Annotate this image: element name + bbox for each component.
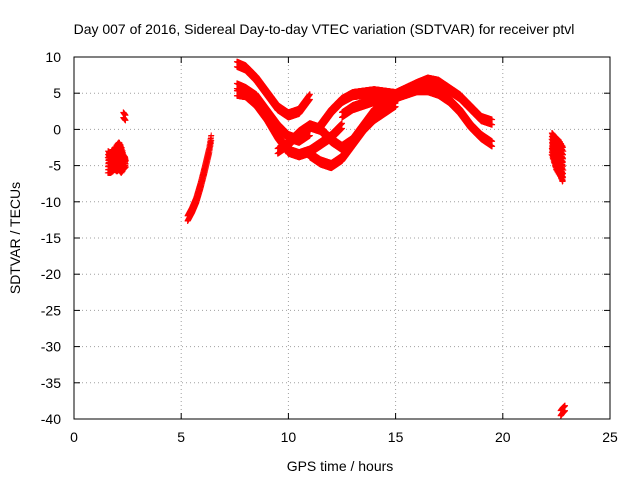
x-tick-label: 10 xyxy=(281,429,297,445)
data-points xyxy=(104,58,568,419)
x-tick-label: 0 xyxy=(70,429,78,445)
data-point xyxy=(306,91,313,98)
y-tick-label: -40 xyxy=(41,411,61,427)
y-tick-label: -5 xyxy=(49,158,62,174)
chart-title: Day 007 of 2016, Sidereal Day-to-day VTE… xyxy=(74,21,575,37)
y-tick-label: -35 xyxy=(41,375,61,391)
x-tick-label: 15 xyxy=(388,429,404,445)
y-tick-label: -10 xyxy=(41,194,61,210)
y-tick-label: 0 xyxy=(53,121,61,137)
y-tick-label: -30 xyxy=(41,339,61,355)
data-point xyxy=(208,137,215,144)
y-tick-label: 10 xyxy=(45,49,61,65)
y-axis-ticks: 10 5 0 -5 -10 -15 -20 -25 -30 -35 -40 xyxy=(41,49,610,427)
x-tick-label: 25 xyxy=(602,429,618,445)
y-tick-label: -20 xyxy=(41,266,61,282)
y-tick-label: 5 xyxy=(53,85,61,101)
y-tick-label: -25 xyxy=(41,302,61,318)
data-point xyxy=(208,132,215,139)
x-tick-label: 20 xyxy=(495,429,511,445)
y-tick-label: -15 xyxy=(41,230,61,246)
x-tick-label: 5 xyxy=(177,429,185,445)
data-point xyxy=(122,155,129,162)
data-point xyxy=(122,117,129,124)
data-point xyxy=(122,112,129,119)
data-point xyxy=(306,96,313,103)
